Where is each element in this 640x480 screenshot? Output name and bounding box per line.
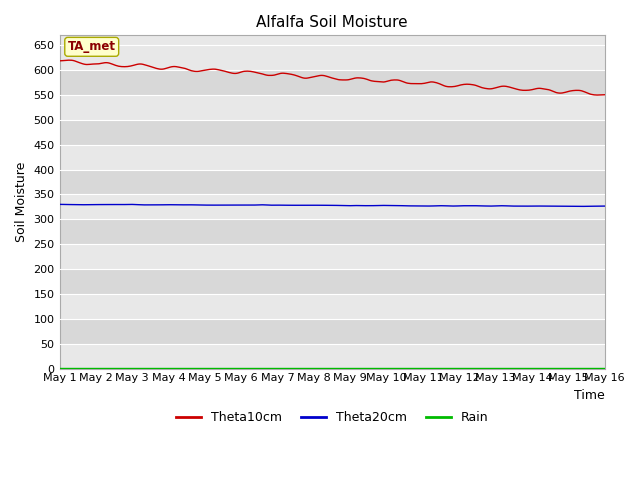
Bar: [60, 145, 605, 169]
Bar: [60, 294, 605, 319]
Title: Alfalfa Soil Moisture: Alfalfa Soil Moisture: [256, 15, 408, 30]
Bar: [60, 169, 605, 194]
Bar: [60, 70, 605, 95]
X-axis label: Time: Time: [574, 389, 605, 402]
Bar: [60, 244, 605, 269]
Bar: [60, 344, 605, 369]
Text: TA_met: TA_met: [68, 40, 116, 53]
Bar: [60, 120, 605, 145]
Y-axis label: Soil Moisture: Soil Moisture: [15, 162, 28, 242]
Bar: [60, 45, 605, 70]
Bar: [60, 194, 605, 219]
Bar: [60, 319, 605, 344]
Legend: Theta10cm, Theta20cm, Rain: Theta10cm, Theta20cm, Rain: [171, 406, 493, 429]
Bar: [60, 95, 605, 120]
Bar: [60, 269, 605, 294]
Bar: [60, 219, 605, 244]
